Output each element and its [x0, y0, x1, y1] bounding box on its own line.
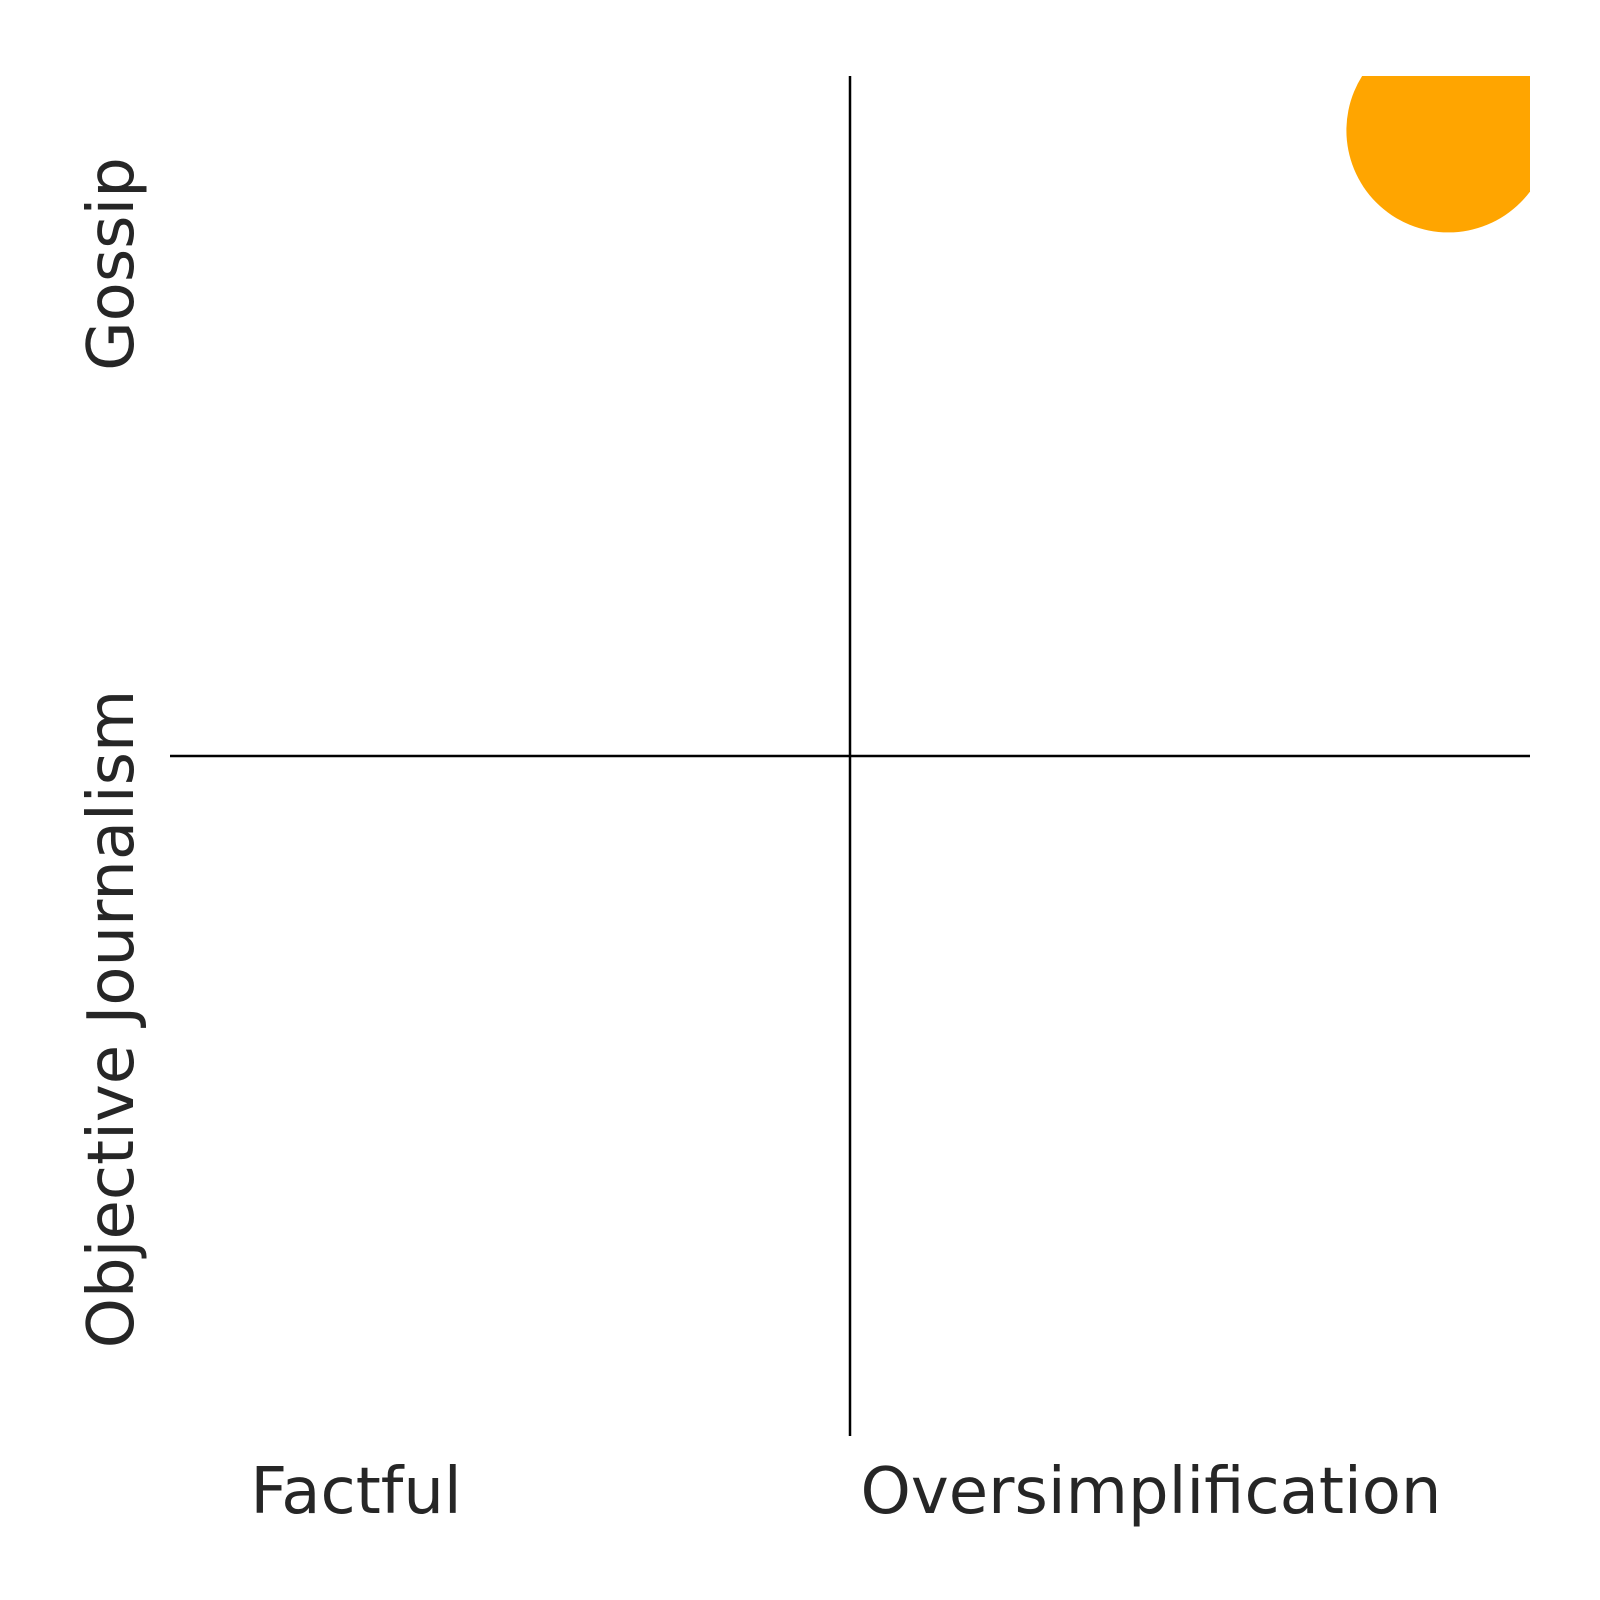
data-point [1346, 76, 1530, 233]
x-label-left: Factful [250, 1455, 461, 1529]
y-label-bottom: Objective Journalism [75, 690, 149, 1349]
x-label-right: Oversimplification [861, 1455, 1442, 1529]
y-label-top: Gossip [75, 157, 149, 371]
points-layer [1346, 76, 1530, 233]
